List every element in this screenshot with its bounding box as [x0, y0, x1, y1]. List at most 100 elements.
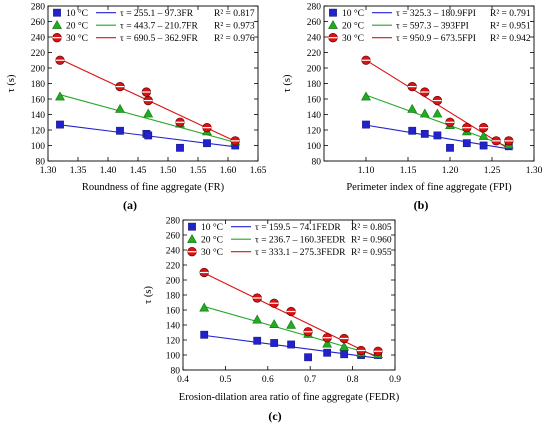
y-tick-label: 260 [31, 18, 46, 28]
y-tick-label: 120 [31, 126, 46, 136]
y-tick-label: 180 [307, 80, 322, 90]
legend-r2: R² = 0.805 [351, 223, 392, 233]
data-point [420, 87, 430, 97]
legend-equation: τ = 690.5 – 362.9FR [120, 34, 198, 44]
data-point [143, 95, 153, 106]
y-tick-label: 160 [166, 306, 181, 316]
legend-equation: τ = 597.3 – 393FPI [396, 22, 469, 32]
y-tick-label: 160 [31, 95, 46, 105]
legend-marker [187, 233, 197, 243]
data-point [432, 95, 443, 106]
legend-label: 10 °C [66, 8, 88, 19]
data-point [373, 346, 383, 356]
y-tick-label: 140 [307, 111, 322, 121]
legend-marker [188, 222, 196, 231]
legend-label: 20 °C [201, 235, 223, 246]
data-point [419, 108, 430, 118]
x-tick-label: 1.30 [526, 166, 543, 176]
legend-label: 10 °C [342, 8, 364, 19]
data-point [176, 143, 184, 152]
data-point [56, 120, 64, 129]
data-point [304, 353, 312, 362]
data-point [230, 136, 240, 146]
legend-r2: R² = 0.955 [351, 248, 392, 258]
y-tick-label: 200 [31, 64, 46, 74]
data-point [462, 123, 472, 133]
data-point [361, 55, 371, 65]
y-tick-label: 120 [166, 336, 181, 346]
data-point [115, 103, 125, 113]
legend-equation: τ = 325.3 – 180.9FPI [396, 9, 476, 19]
x-tick-label: 1.35 [70, 166, 87, 176]
data-point [322, 338, 333, 348]
data-point [446, 143, 454, 152]
panel-label: (b) [414, 198, 429, 212]
chart-panel-3: 0.4 0.5 0.6 0.7 0.8 0.9 80 100 120 140 160 180 200 22… [143, 216, 401, 423]
legend-marker [328, 33, 338, 43]
y-tick-label: 100 [166, 351, 181, 361]
legend-marker [187, 247, 197, 257]
data-point [479, 141, 488, 150]
x-tick-label: 0.6 [262, 375, 274, 385]
legend-label: 30 °C [66, 33, 88, 44]
y-tick-label: 220 [307, 49, 322, 59]
x-tick-label: 1.60 [220, 166, 237, 176]
y-tick-label: 140 [31, 111, 46, 121]
y-tick-label: 280 [307, 2, 322, 12]
legend-r2: R² = 0.973 [214, 22, 255, 32]
fit-line-20c [204, 306, 379, 357]
y-tick-label: 120 [307, 126, 322, 136]
data-point [420, 129, 429, 138]
y-tick-label: 180 [166, 291, 181, 301]
y-tick-label: 280 [31, 2, 46, 12]
x-tick-label: 1.40 [100, 166, 117, 176]
y-tick-label: 200 [166, 276, 181, 286]
y-tick-label: 140 [166, 321, 181, 331]
x-tick-label: 1.20 [442, 166, 459, 176]
data-point [504, 136, 514, 146]
legend-label: 30 °C [201, 247, 223, 258]
legend-marker [52, 33, 62, 43]
y-tick-label: 80 [171, 366, 181, 376]
y-tick-label: 80 [312, 157, 322, 167]
data-point [144, 131, 153, 140]
legend-equation: τ = 333.1 – 275.3FEDR [255, 248, 346, 258]
legend-r2: R² = 0.942 [490, 34, 531, 44]
x-axis-label: Perimeter index of fine aggregate (FPI) [346, 182, 512, 193]
y-tick-label: 200 [307, 64, 322, 74]
panel-label: (a) [123, 198, 137, 212]
x-tick-label: 1.15 [400, 166, 417, 176]
data-point [340, 350, 349, 359]
x-tick-label: 1.45 [130, 166, 147, 176]
data-point [115, 81, 125, 92]
data-point [408, 126, 417, 135]
data-point [339, 341, 350, 351]
y-tick-label: 80 [36, 157, 46, 167]
legend-marker [329, 8, 337, 17]
data-point [203, 139, 211, 148]
data-point [362, 120, 370, 129]
x-tick-label: 0.4 [177, 375, 189, 385]
legend-marker [52, 19, 62, 29]
data-point [55, 91, 65, 101]
y-axis-label: τ (s) [6, 74, 17, 92]
y-tick-label: 240 [31, 33, 46, 43]
x-tick-label: 1.50 [160, 166, 177, 176]
data-point [478, 123, 489, 133]
data-point [286, 319, 297, 329]
data-point [287, 340, 296, 349]
x-axis-label: Erosion-dilation area ratio of fine aggr… [179, 392, 400, 403]
x-tick-label: 0.7 [304, 375, 316, 385]
legend-equation: τ = 236.7 – 160.3FEDR [255, 236, 346, 246]
legend-equation: τ = 255.1 – 97.3FR [120, 9, 194, 19]
chart-panel-2: 1.10 1.15 1.20 1.25 1.30 80 100 120 140 160 180 200… [282, 2, 543, 212]
y-tick-label: 100 [31, 142, 46, 152]
data-point [478, 130, 489, 140]
y-tick-label: 260 [307, 18, 322, 28]
y-tick-label: 220 [166, 261, 181, 271]
x-tick-label: 1.65 [250, 166, 267, 176]
legend-marker [53, 8, 61, 17]
data-point [491, 136, 501, 146]
x-tick-label: 1.55 [190, 166, 207, 176]
